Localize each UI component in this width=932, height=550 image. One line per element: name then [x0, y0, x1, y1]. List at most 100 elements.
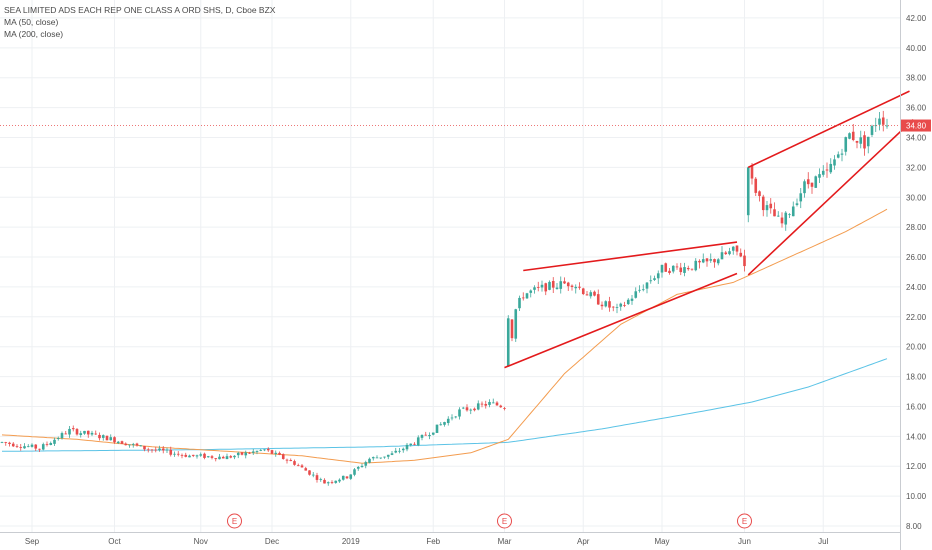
candle	[668, 267, 671, 275]
candle	[244, 450, 248, 459]
earnings-circle	[497, 513, 512, 529]
candle-body	[41, 444, 45, 450]
candle	[79, 430, 83, 438]
candle-body	[315, 475, 319, 480]
candle-body	[323, 479, 326, 484]
candle	[461, 406, 465, 410]
candle-body	[405, 444, 409, 450]
candle-body	[413, 443, 416, 445]
ma-50-legend[interactable]: MA (50, close)	[4, 17, 59, 27]
candle	[323, 478, 326, 484]
candle	[169, 446, 173, 457]
candle-body	[668, 270, 671, 274]
candle-body	[791, 206, 795, 217]
candle-body	[120, 441, 124, 444]
y-tick-label: 34.00	[906, 133, 927, 142]
candle	[401, 447, 405, 453]
candle-body	[326, 482, 330, 484]
candle-body	[116, 441, 120, 444]
y-tick-label: 28.00	[906, 223, 927, 232]
candle	[536, 281, 540, 292]
candle-body	[68, 428, 71, 435]
x-tick-label: May	[654, 537, 669, 546]
candle	[518, 295, 521, 311]
candle-body	[780, 217, 784, 224]
candle-body	[836, 154, 840, 158]
candle-body	[244, 452, 248, 456]
candle-body	[64, 433, 68, 435]
candle	[510, 319, 514, 342]
candle-body	[461, 407, 465, 409]
candle-body	[26, 446, 30, 448]
symbol-title[interactable]: SEA LIMITED ADS EACH REP ONE CLASS A ORD…	[4, 5, 276, 15]
candle-body	[199, 454, 203, 456]
candle	[379, 457, 383, 460]
ma-200-legend[interactable]: MA (200, close)	[4, 29, 64, 39]
candle	[251, 448, 255, 456]
candle-body	[728, 251, 731, 255]
candle-body	[443, 422, 446, 425]
candle-body	[319, 479, 323, 481]
candle	[375, 455, 379, 459]
candle-body	[364, 462, 368, 466]
candle	[341, 475, 345, 481]
candle	[398, 448, 401, 454]
candle	[150, 449, 154, 453]
candle	[739, 248, 743, 258]
candle-body	[731, 246, 735, 251]
candle	[53, 437, 56, 447]
candle-body	[349, 474, 353, 479]
candle-body	[225, 456, 229, 460]
candle	[394, 447, 398, 454]
time-axis[interactable]: Sep Oct Nov Dec 2019 Feb Mar Apr May Jun Jul	[0, 532, 900, 547]
candle-body	[428, 434, 431, 437]
candle	[773, 202, 776, 217]
candle	[319, 477, 323, 482]
candle-body	[360, 465, 364, 468]
candle	[218, 453, 221, 460]
candle	[870, 124, 874, 137]
earnings-label: E	[502, 517, 507, 526]
candle-body	[529, 290, 533, 293]
candle	[34, 444, 38, 452]
candle	[593, 290, 596, 297]
candle	[229, 455, 233, 459]
candle-body	[469, 409, 473, 411]
candle	[184, 452, 188, 458]
candle	[690, 268, 694, 271]
candle	[533, 285, 536, 294]
candle	[829, 158, 833, 174]
y-tick-label: 18.00	[906, 373, 927, 382]
price-axis[interactable]: 8.00 10.00 12.00 14.00 16.00 18.00 20.00 22.00 2…	[900, 0, 927, 550]
candle-body	[589, 292, 593, 297]
candle	[15, 444, 19, 449]
candle	[45, 441, 49, 447]
candle	[371, 456, 375, 461]
candle-body	[34, 444, 38, 449]
candle	[686, 265, 690, 271]
candle	[353, 468, 356, 477]
candle	[11, 442, 15, 448]
candle-body	[623, 305, 626, 306]
candle	[623, 301, 626, 308]
candle-body	[263, 449, 266, 451]
candle-body	[409, 443, 413, 446]
candle-body	[664, 263, 668, 272]
candle-body	[446, 418, 450, 424]
candle-body	[169, 449, 173, 455]
candle-body	[656, 273, 660, 279]
candle	[769, 198, 773, 214]
earnings-marker: E	[227, 513, 242, 529]
candle	[326, 481, 330, 486]
candle-body	[578, 286, 581, 288]
x-tick-label: Feb	[426, 537, 440, 546]
candle-body	[559, 281, 563, 289]
candle	[671, 265, 675, 274]
candle	[236, 451, 240, 459]
candle-body	[690, 268, 694, 270]
candle	[705, 258, 709, 267]
candle	[311, 472, 315, 478]
candle	[180, 453, 184, 459]
candle-body	[551, 280, 555, 288]
